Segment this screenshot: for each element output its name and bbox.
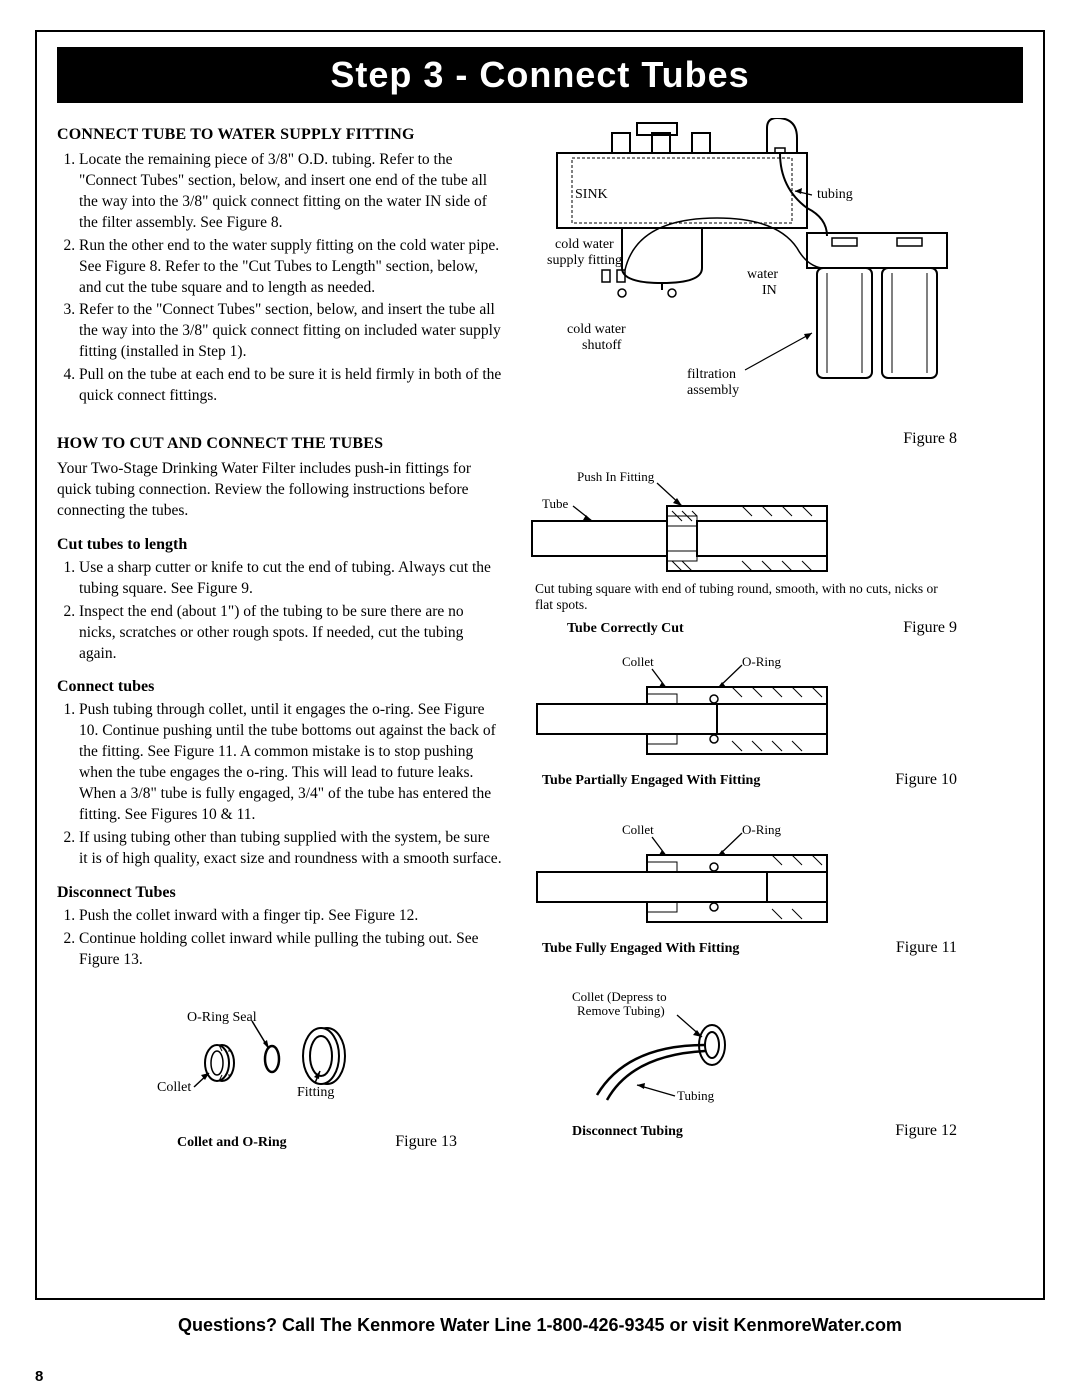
- sub1-list: Use a sharp cutter or knife to cut the e…: [57, 558, 502, 665]
- fig9-tube-label: Tube: [542, 496, 568, 511]
- fig11-oring-label: O-Ring: [742, 822, 782, 837]
- figure-12-svg: Collet (Depress to Remove Tubing) Tubing: [517, 985, 977, 1115]
- fig8-sink-label: SINK: [575, 187, 608, 202]
- section2-intro: Your Two-Stage Drinking Water Filter inc…: [57, 459, 502, 522]
- fig10-caption: Tube Partially Engaged With Fitting: [542, 773, 760, 789]
- fig12-collet1: Collet (Depress to: [572, 989, 667, 1004]
- fig10-oring-label: O-Ring: [742, 654, 782, 669]
- fig9-label: Figure 9: [903, 619, 957, 637]
- figure-11: Collet O-Ring: [517, 817, 977, 967]
- sub3-title: Disconnect Tubes: [57, 884, 502, 902]
- fig11-label: Figure 11: [896, 939, 957, 957]
- figure-12: Collet (Depress to Remove Tubing) Tubing: [517, 985, 977, 1145]
- page-border: Step 3 - Connect Tubes CONNECT TUBE TO W…: [35, 30, 1045, 1300]
- sub3-list: Push the collet inward with a finger tip…: [57, 906, 502, 971]
- section1-item: Pull on the tube at each end to be sure …: [79, 365, 502, 407]
- fig8-coldsupply1: cold water: [555, 237, 614, 252]
- fig11-caption: Tube Fully Engaged With Fitting: [542, 941, 739, 957]
- fig8-tubing-label: tubing: [817, 187, 853, 202]
- section1-item: Refer to the "Connect Tubes" section, be…: [79, 300, 502, 363]
- section1-item: Locate the remaining piece of 3/8" O.D. …: [79, 150, 502, 234]
- sub3-item: Push the collet inward with a finger tip…: [79, 906, 502, 927]
- sub3-item: Continue holding collet inward while pul…: [79, 929, 502, 971]
- left-column: CONNECT TUBE TO WATER SUPPLY FITTING Loc…: [57, 118, 502, 1169]
- step-header: Step 3 - Connect Tubes: [57, 47, 1023, 103]
- fig12-tubing-label: Tubing: [677, 1088, 715, 1103]
- figure-10: Collet O-Ring: [517, 649, 977, 799]
- fig9-note: Cut tubing square with end of tubing rou…: [517, 581, 977, 617]
- section1-title: CONNECT TUBE TO WATER SUPPLY FITTING: [57, 126, 502, 144]
- figure-11-svg: Collet O-Ring: [517, 817, 977, 932]
- fig8-label: Figure 8: [903, 430, 957, 448]
- fig8-shutoff1: cold water: [567, 322, 626, 337]
- figure-10-svg: Collet O-Ring: [517, 649, 977, 764]
- fig12-caption: Disconnect Tubing: [572, 1124, 683, 1140]
- sub2-title: Connect tubes: [57, 678, 502, 696]
- figure-8: SINK tubing cold water supply fitting wa…: [517, 118, 977, 448]
- fig9-push-label: Push In Fitting: [577, 469, 655, 484]
- fig8-filt1: filtration: [687, 367, 736, 382]
- fig13-oring-label: O-Ring Seal: [187, 1010, 257, 1025]
- figure-9-svg: Push In Fitting Tube: [517, 466, 977, 576]
- fig12-collet2: Remove Tubing): [577, 1003, 665, 1018]
- page-number: 8: [35, 1368, 43, 1385]
- fig10-label: Figure 10: [895, 771, 957, 789]
- sub1-title: Cut tubes to length: [57, 536, 502, 554]
- figure-9: Push In Fitting Tube: [517, 466, 977, 631]
- sub2-list: Push tubing through collet, until it eng…: [57, 700, 502, 869]
- section1-item: Run the other end to the water supply fi…: [79, 236, 502, 299]
- fig8-water: water: [747, 267, 778, 282]
- right-column: SINK tubing cold water supply fitting wa…: [517, 118, 977, 1169]
- fig12-label: Figure 12: [895, 1122, 957, 1140]
- section1-list: Locate the remaining piece of 3/8" O.D. …: [57, 150, 502, 407]
- fig10-collet-label: Collet: [622, 654, 654, 669]
- footer-text: Questions? Call The Kenmore Water Line 1…: [35, 1315, 1045, 1336]
- sub2-item: Push tubing through collet, until it eng…: [79, 700, 502, 826]
- fig13-caption: Collet and O-Ring: [177, 1135, 287, 1151]
- fig8-filt2: assembly: [687, 383, 739, 398]
- fig13-label: Figure 13: [395, 1133, 457, 1151]
- figure-8-svg: SINK tubing cold water supply fitting wa…: [517, 118, 977, 448]
- fig13-fitting-label: Fitting: [297, 1085, 334, 1100]
- figure-13-svg: O-Ring Seal Collet Fitting: [57, 1001, 497, 1131]
- figure-13: O-Ring Seal Collet Fitting Collet and O-…: [57, 1001, 502, 1151]
- fig9-caption: Tube Correctly Cut: [567, 621, 684, 637]
- sub2-item: If using tubing other than tubing suppli…: [79, 828, 502, 870]
- sub1-item: Inspect the end (about 1") of the tubing…: [79, 602, 502, 665]
- page: Step 3 - Connect Tubes CONNECT TUBE TO W…: [0, 0, 1080, 1397]
- section2-title: HOW TO CUT AND CONNECT THE TUBES: [57, 435, 502, 453]
- fig8-shutoff2: shutoff: [582, 338, 622, 353]
- fig13-collet-label: Collet: [157, 1080, 191, 1095]
- fig11-collet-label: Collet: [622, 822, 654, 837]
- fig8-in: IN: [762, 283, 777, 298]
- sub1-item: Use a sharp cutter or knife to cut the e…: [79, 558, 502, 600]
- content-columns: CONNECT TUBE TO WATER SUPPLY FITTING Loc…: [57, 118, 1023, 1169]
- fig8-coldsupply2: supply fitting: [547, 253, 622, 268]
